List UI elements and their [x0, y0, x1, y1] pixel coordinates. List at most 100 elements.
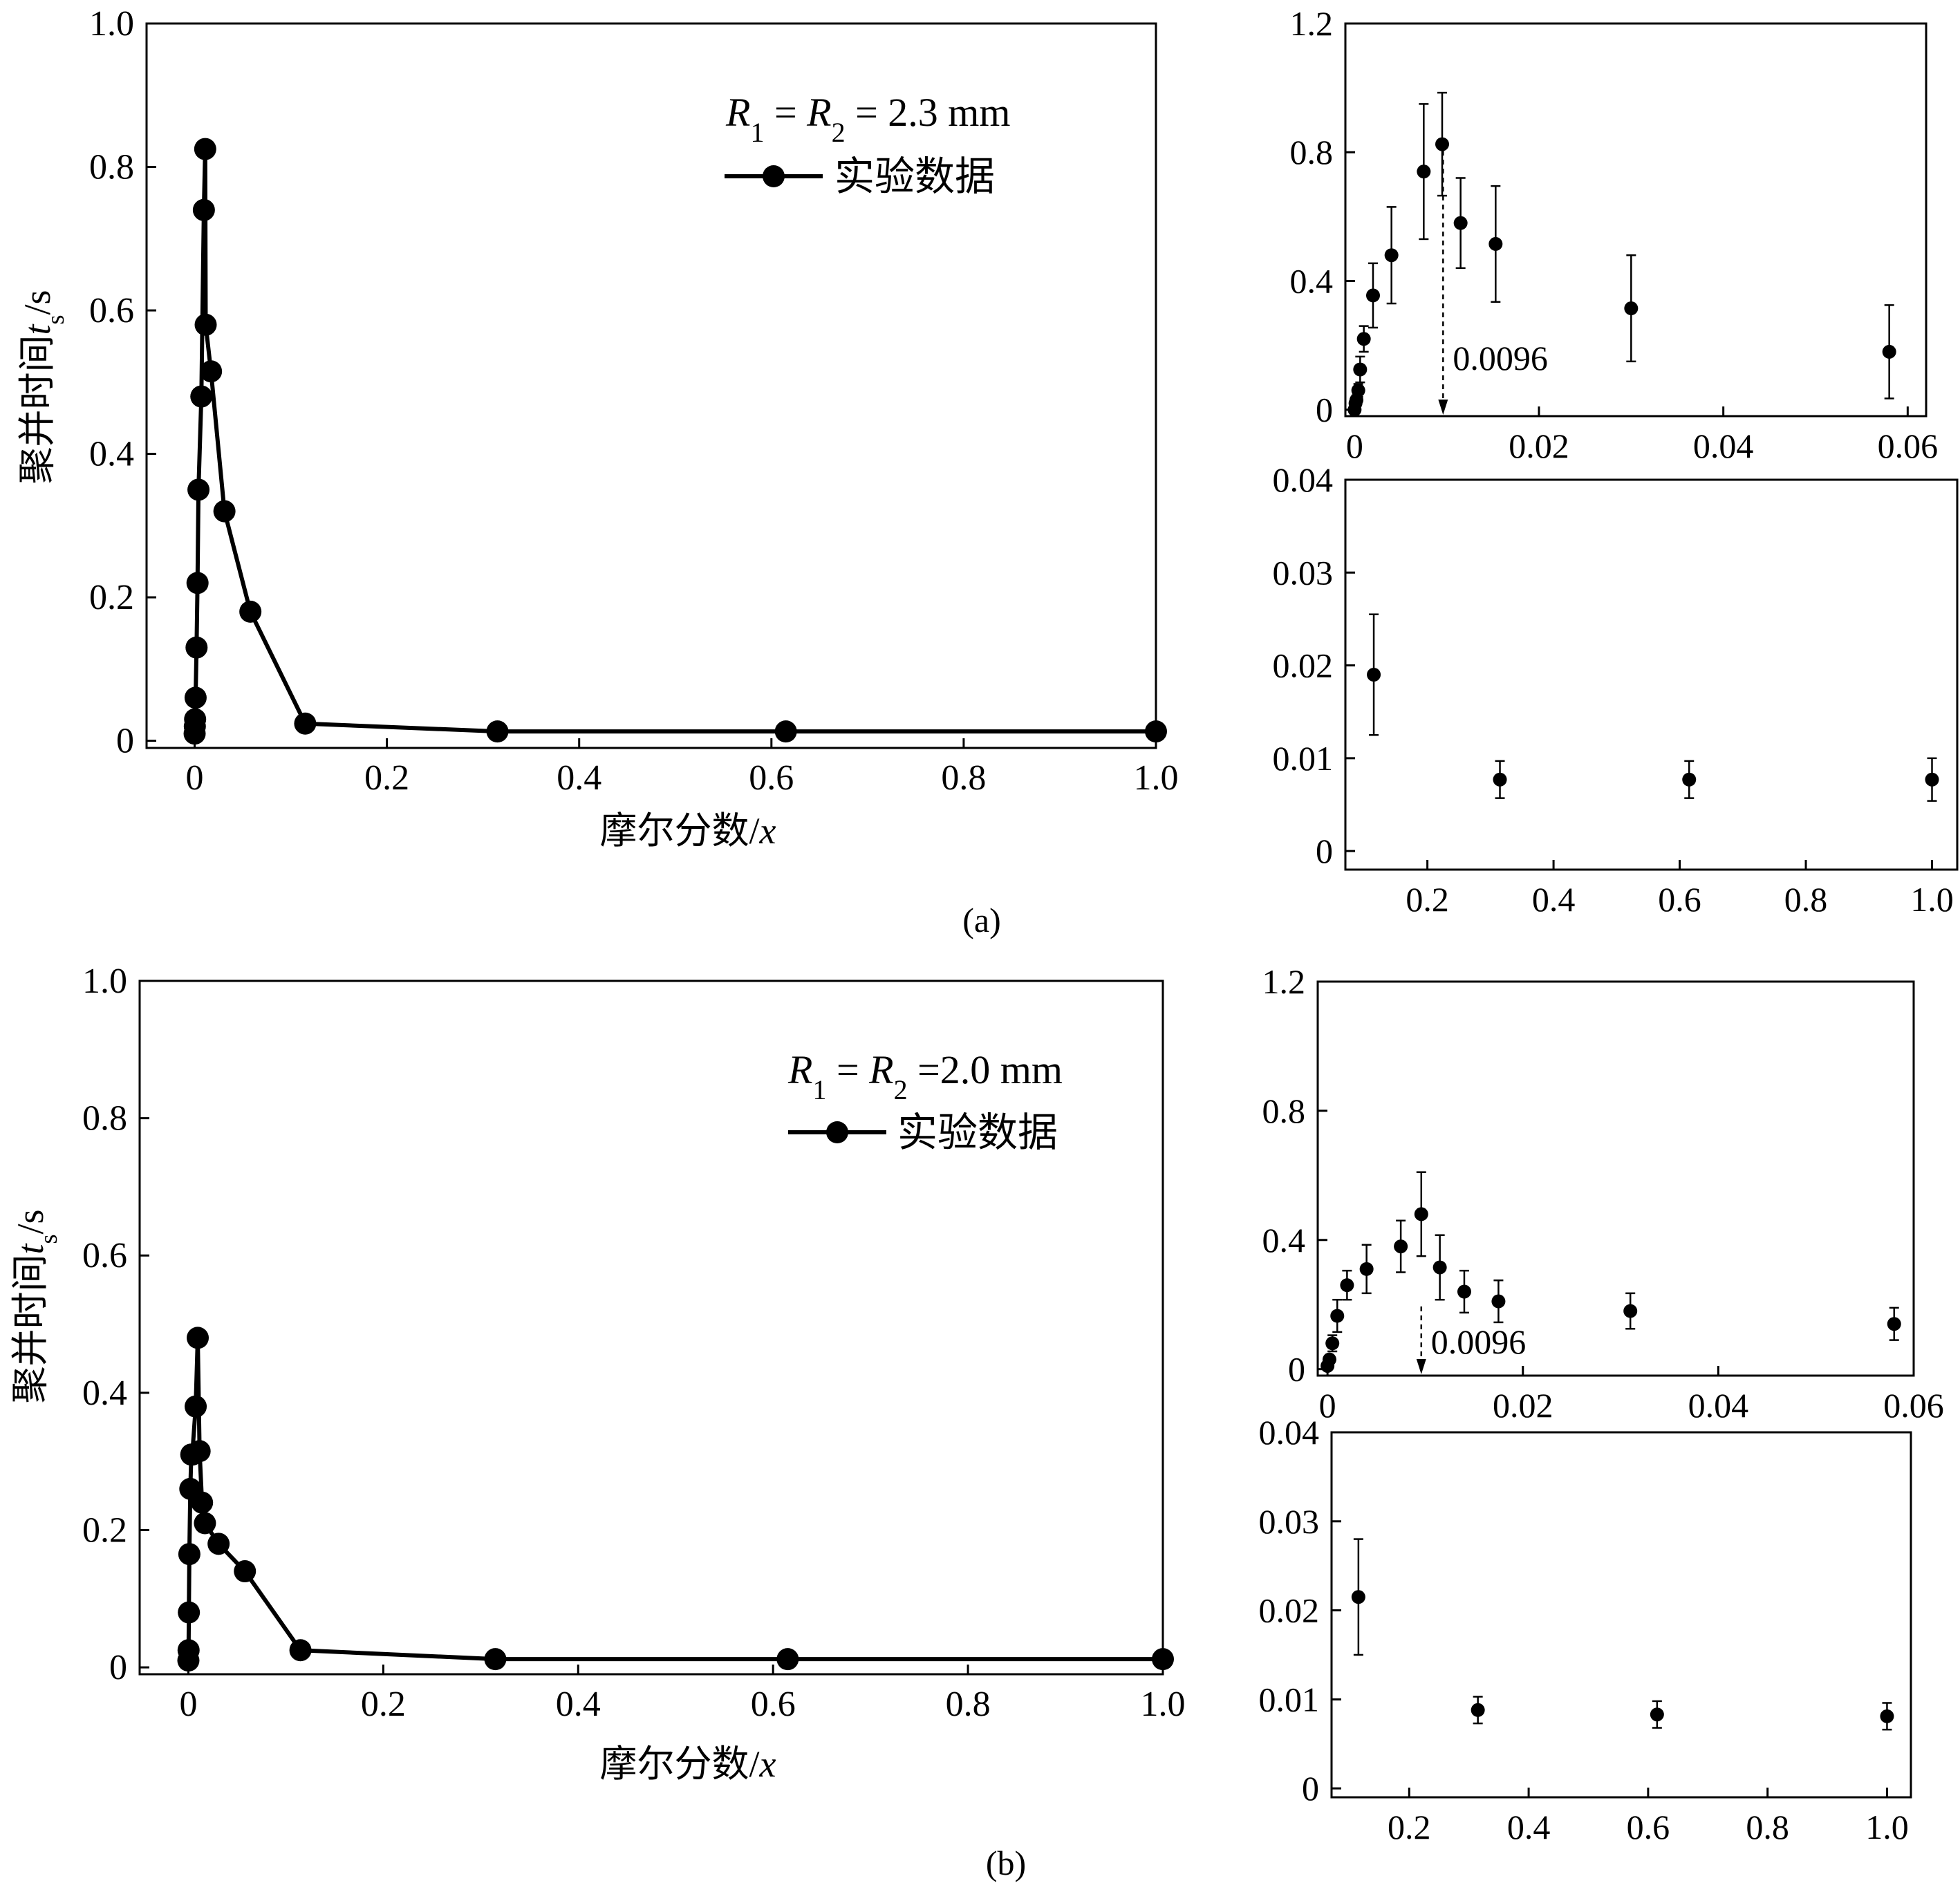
panel-a-legend: R1 = R2 = 2.3 mm 实验数据 — [725, 90, 1011, 199]
panel-a-inset-top-chart: 0 0.02 0.04 0.06 0 0.4 0.8 1.2 0.0096 — [1290, 4, 1939, 465]
panel-a-inset-bottom-data-point — [1925, 772, 1939, 787]
panel-a-y-tick-label: 1.0 — [89, 4, 134, 44]
panel-b-data-point — [289, 1639, 312, 1662]
panel-b-data-point — [194, 1512, 216, 1535]
panel-a-annotation-label: 0.0096 — [1453, 339, 1548, 377]
panel-a-x-tick-label: 0.2 — [364, 758, 409, 798]
panel-b-annotation-arrowhead — [1416, 1359, 1426, 1374]
panel-b-data-point — [185, 1395, 207, 1418]
panel-a-inset-bottom-chart: 0.2 0.4 0.6 0.8 1.0 0 0.01 0.02 0.03 0.04 — [1273, 460, 1959, 919]
panel-b-legend-radius: R1 = R2 =2.0 mm — [787, 1047, 1063, 1105]
panel-a-inset-top-data-point — [1417, 165, 1431, 179]
panel-a-inset-bottom-y-tick-label: 0.01 — [1273, 739, 1334, 778]
panel-a-data-point — [184, 686, 207, 709]
panel-a-data-point — [294, 712, 317, 735]
panel-a-annotation-arrowhead — [1438, 400, 1448, 415]
panel-b-inset-top-data-point — [1887, 1317, 1901, 1331]
panel-b-inset-bottom-x-tick-label: 0.4 — [1507, 1808, 1551, 1846]
panel-a-inset-bottom-frame — [1344, 478, 1959, 871]
panel-b-x-tick-label: 0.4 — [556, 1685, 601, 1724]
panel-a-inset-bottom-x-tick-label: 1.0 — [1910, 880, 1954, 919]
panel-a-inset-top-data-point — [1882, 344, 1896, 359]
panel-b-x-axis-title: 摩尔分数/x — [600, 1743, 776, 1785]
panel-a-data-point — [190, 385, 213, 408]
panel-a-x-tick-label: 0.6 — [749, 758, 794, 798]
panel-b-annotation-label: 0.0096 — [1431, 1322, 1527, 1361]
panel-a-inset-top-data-point — [1624, 301, 1639, 316]
panel-b-inset-bottom-x-tick-label: 0.8 — [1746, 1808, 1789, 1846]
panel-a-inset-bottom-x-tick-label: 0.2 — [1406, 880, 1449, 919]
panel-b-x-tick-label: 0.2 — [361, 1685, 406, 1724]
panel-b-inset-bottom-y-tick-label: 0.02 — [1259, 1591, 1320, 1630]
panel-a-inset-top-x-tick-label: 0.04 — [1693, 427, 1754, 465]
panel-b-inset-top-x-tick-label: 0.02 — [1493, 1386, 1553, 1425]
panel-a-y-tick-label: 0.2 — [89, 578, 134, 617]
panel-a-data-point — [774, 720, 797, 743]
panel-a-inset-top-x-tick-label: 0 — [1346, 427, 1363, 465]
panel-b-plot-frame — [138, 980, 1164, 1676]
panel-b-inset-bottom-data-point — [1650, 1707, 1664, 1722]
panel-b-inset-top-data-point — [1414, 1207, 1428, 1221]
panel-b-y-tick-label: 0.6 — [82, 1236, 127, 1275]
panel-a-y-tick-label: 0 — [116, 722, 134, 761]
panel-b-inset-top-data-point — [1432, 1260, 1447, 1275]
panel-b-data-point — [207, 1533, 230, 1555]
panel-a-inset-top-data-point — [1384, 248, 1399, 263]
panel-b-data-point — [178, 1601, 200, 1624]
panel-a-inset-top-data-point — [1353, 362, 1368, 377]
panel-a-x-axis-title: 摩尔分数/x — [600, 810, 776, 852]
panel-b-inset-top-points — [1320, 1171, 1901, 1373]
panel-b-inset-top-x-tick-label: 0.06 — [1883, 1386, 1944, 1425]
panel-a-inset-top-axes: 0 0.02 0.04 0.06 0 0.4 0.8 1.2 — [1290, 4, 1939, 465]
panel-b-inset-top-data-point — [1359, 1262, 1374, 1276]
panel-b-y-tick-label: 0.2 — [82, 1510, 127, 1550]
panel-a-plot-frame — [145, 22, 1157, 749]
panel-a-data-point — [185, 636, 208, 659]
panel-b-inset-bottom-data-point — [1880, 1709, 1894, 1723]
panel-b-inset-top-data-point — [1457, 1284, 1471, 1299]
panel-a-inset-top-data-point — [1453, 216, 1468, 230]
panel-a-inset-bottom-data-point — [1367, 668, 1381, 682]
panel-b-inset-bottom-data-point — [1471, 1703, 1485, 1717]
panel-a-inset-top-y-tick-label: 0 — [1316, 391, 1333, 429]
panel-a-inset-bottom-y-tick-label: 0.04 — [1273, 460, 1334, 499]
panel-b-inset-top-data-point — [1394, 1239, 1408, 1254]
panel-a-inset-top-data-point — [1366, 288, 1380, 303]
panel-b-inset-top-y-tick-label: 0 — [1288, 1350, 1305, 1389]
panel-b-inset-top-y-tick-label: 1.2 — [1262, 962, 1306, 1001]
panel-b-inset-bottom-frame — [1330, 1431, 1912, 1799]
panel-a-data-point — [186, 572, 209, 594]
panel-b-inset-top-frame — [1316, 980, 1915, 1377]
panel-a-inset-bottom-y-tick-label: 0.03 — [1273, 553, 1334, 592]
panel-b-data-point — [191, 1491, 214, 1514]
panel-a-inset-bottom-y-tick-label: 0.02 — [1273, 646, 1334, 685]
panel-a-inset-top-frame — [1344, 22, 1928, 418]
panel-a-data-point — [194, 313, 217, 336]
panel-b-inset-top-data-point — [1340, 1278, 1354, 1293]
panel-b-inset-top-data-point — [1330, 1309, 1345, 1323]
panel-b-inset-bottom-y-tick-label: 0.01 — [1259, 1680, 1320, 1718]
panel-b-axes: 0 0.2 0.4 0.6 0.8 1.0 0 0.2 0.4 0.6 0.8 1.0 — [82, 962, 1186, 1724]
panel-a-inset-bottom-data-point — [1682, 772, 1697, 787]
panel-b-inset-top-data-point — [1322, 1352, 1336, 1367]
panel-a-inset-top-data-point — [1351, 383, 1365, 397]
panel-a-y-tick-label: 0.8 — [89, 148, 134, 187]
panel-b-y-tick-label: 0 — [109, 1648, 127, 1687]
panel-b-y-tick-label: 0.8 — [82, 1099, 127, 1139]
panel-b-legend-marker — [826, 1121, 848, 1143]
panel-a-axes: 0 0.2 0.4 0.6 0.8 1.0 0 0.2 0.4 0.6 0.8 1.0 — [89, 4, 1179, 798]
panel-a-data-point — [200, 360, 223, 383]
panel-a-data-point — [239, 600, 262, 623]
panel-a-data-point — [184, 708, 207, 731]
panel-b-data-point — [1152, 1648, 1174, 1671]
panel-a-inset-bottom-x-tick-label: 0.6 — [1658, 880, 1701, 919]
panel-a-inset-bottom-x-tick-label: 0.8 — [1784, 880, 1828, 919]
panel-b-data-point — [177, 1639, 200, 1662]
panel-a-main-chart: 0 0.2 0.4 0.6 0.8 1.0 0 0.2 0.4 0.6 0.8 1.0 R1 = R2… — [17, 4, 1179, 852]
panel-a-data-point — [192, 198, 215, 221]
panel-b-data-point — [178, 1543, 200, 1566]
panel-a-x-tick-label: 0 — [186, 758, 204, 798]
panel-b-y-tick-label: 0.4 — [82, 1374, 127, 1413]
panel-a-data-point — [213, 500, 236, 523]
panel-b-data-point — [188, 1440, 211, 1463]
